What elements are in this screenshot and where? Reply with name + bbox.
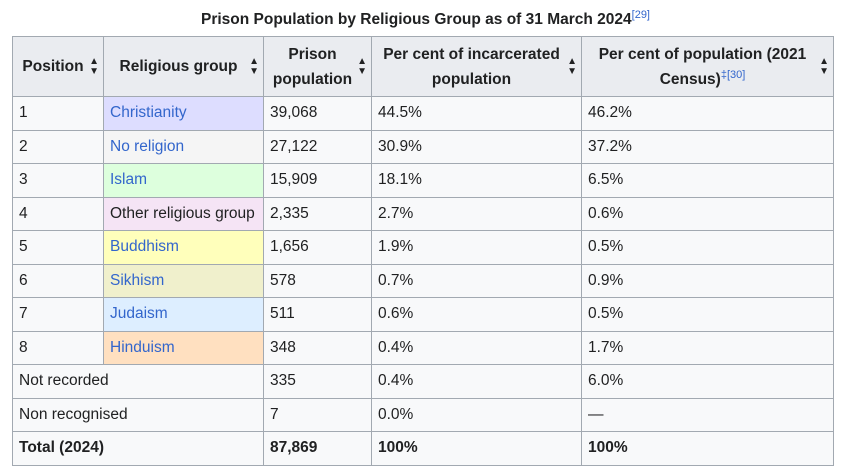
pct-census-cell: — <box>581 397 834 432</box>
position-cell: 4 <box>12 196 104 231</box>
religious-group-cell: Sikhism <box>103 263 264 298</box>
position-cell: 8 <box>12 330 104 365</box>
pct-incarcerated-cell: 0.6% <box>371 297 582 332</box>
religious-group-link[interactable]: Buddhism <box>110 238 179 256</box>
row-label-cell: Non recognised <box>12 397 264 432</box>
position-cell: 2 <box>12 129 104 164</box>
table-row: 8 Hinduism 348 0.4% 1.7% <box>12 330 834 365</box>
pct-incarcerated-cell: 44.5% <box>371 96 582 131</box>
pct-census-cell: 1.7% <box>581 330 834 365</box>
position-cell: 6 <box>12 263 104 298</box>
religious-group-link[interactable]: Islam <box>110 171 148 189</box>
pct-incarcerated-cell: 0.0% <box>371 397 582 432</box>
pct-census-cell: 0.9% <box>581 263 834 298</box>
religious-group-cell: Judaism <box>103 297 264 332</box>
total-pct-census-cell: 100% <box>581 431 834 466</box>
pct-census-cell: 0.5% <box>581 230 834 265</box>
prison-population-cell: 2,335 <box>263 196 372 231</box>
prison-population-cell: 39,068 <box>263 96 372 131</box>
table-row: 3 Islam 15,909 18.1% 6.5% <box>12 163 834 198</box>
religious-group-cell: Other religious group <box>103 196 264 231</box>
caption-text: Prison Population by Religious Group as … <box>200 11 632 28</box>
pct-incarcerated-cell: 1.9% <box>371 230 582 265</box>
prison-population-cell: 27,122 <box>263 129 372 164</box>
pct-census-cell: 37.2% <box>581 129 834 164</box>
caption-reference-link[interactable]: [29] <box>631 9 650 21</box>
table-row: 7 Judaism 511 0.6% 0.5% <box>12 297 834 332</box>
table-row: 5 Buddhism 1,656 1.9% 0.5% <box>12 230 834 265</box>
religious-group-link[interactable]: Hinduism <box>110 338 175 356</box>
header-pct-census-cell: Per cent of population (2021 Census)‡[30… <box>588 42 827 92</box>
religion-prison-table: Position ▲ ▼ Religious group ▲ ▼ Prison po… <box>12 36 834 466</box>
table-body: 1 Christianity 39,068 44.5% 46.2% 2 No religio… <box>12 96 834 466</box>
pct-census-cell: 6.0% <box>581 364 834 399</box>
pct-incarcerated-cell: 18.1% <box>371 163 582 198</box>
religious-group-link[interactable]: Judaism <box>110 305 168 323</box>
prison-population-cell: 335 <box>263 364 372 399</box>
prison-population-cell: 7 <box>263 397 372 432</box>
table-row: Not recorded 335 0.4% 6.0% <box>12 364 834 399</box>
prison-population-cell: 15,909 <box>263 163 372 198</box>
position-cell: 5 <box>12 230 104 265</box>
religious-group-cell: Christianity <box>103 96 264 131</box>
table-row: Non recognised 7 0.0% — <box>12 397 834 432</box>
pct-incarcerated-cell: 30.9% <box>371 129 582 164</box>
pct-census-cell: 0.6% <box>581 196 834 231</box>
sort-arrows-icon[interactable]: ▲ ▼ <box>89 55 99 77</box>
religious-group-cell: No religion <box>103 129 264 164</box>
pct-incarcerated-cell: 2.7% <box>371 196 582 231</box>
prison-population-cell: 348 <box>263 330 372 365</box>
header-position[interactable]: Position ▲ ▼ <box>12 36 104 97</box>
pct-incarcerated-cell: 0.7% <box>371 263 582 298</box>
header-pct-incarcerated-label: Per cent of incarcerated population <box>383 45 560 88</box>
position-cell: 3 <box>12 163 104 198</box>
header-prison-population-label: Prison population <box>272 45 353 88</box>
table-row: 6 Sikhism 578 0.7% 0.9% <box>12 263 834 298</box>
header-prison-population[interactable]: Prison population ▲ ▼ <box>263 36 372 97</box>
total-row: Total (2024) 87,869 100% 100% <box>12 431 834 466</box>
prison-population-cell: 578 <box>263 263 372 298</box>
pct-incarcerated-cell: 0.4% <box>371 330 582 365</box>
row-label-cell: Not recorded <box>12 364 264 399</box>
pct-incarcerated-cell: 0.4% <box>371 364 582 399</box>
religious-group-link[interactable]: Sikhism <box>110 271 165 289</box>
header-row: Position ▲ ▼ Religious group ▲ ▼ Prison po… <box>12 36 834 97</box>
table-row: 4 Other religious group 2,335 2.7% 0.6% <box>12 196 834 231</box>
religious-group-link[interactable]: Christianity <box>110 104 187 122</box>
header-position-label: Position <box>22 58 84 75</box>
total-population-cell: 87,869 <box>263 431 372 466</box>
table-caption: Prison Population by Religious Group as … <box>0 10 851 30</box>
pct-census-cell: 6.5% <box>581 163 834 198</box>
header-pct-incarcerated[interactable]: Per cent of incarcerated population ▲ ▼ <box>371 36 582 97</box>
pct-census-cell: 46.2% <box>581 96 834 131</box>
religious-group-cell: Islam <box>103 163 264 198</box>
prison-population-cell: 1,656 <box>263 230 372 265</box>
religious-group-link[interactable]: No religion <box>110 137 185 155</box>
sort-arrows-icon[interactable]: ▲ ▼ <box>357 55 367 77</box>
prison-population-cell: 511 <box>263 297 372 332</box>
pct-census-cell: 0.5% <box>581 297 834 332</box>
religious-group-cell: Buddhism <box>103 230 264 265</box>
total-label-cell: Total (2024) <box>12 431 264 466</box>
sort-arrows-icon[interactable]: ▲ ▼ <box>819 55 829 77</box>
census-reference-link[interactable]: ‡[30] <box>720 68 746 81</box>
religious-group-cell: Hinduism <box>103 330 264 365</box>
sort-arrows-icon[interactable]: ▲ ▼ <box>249 55 259 77</box>
total-pct-incarcerated-cell: 100% <box>371 431 582 466</box>
position-cell: 1 <box>12 96 104 131</box>
table-row: 1 Christianity 39,068 44.5% 46.2% <box>12 96 834 131</box>
header-religious-group[interactable]: Religious group ▲ ▼ <box>103 36 264 97</box>
religious-group-label: Other religious group <box>110 204 255 222</box>
table-row: 2 No religion 27,122 30.9% 37.2% <box>12 129 834 164</box>
position-cell: 7 <box>12 297 104 332</box>
header-pct-census[interactable]: Per cent of population (2021 Census)‡[30… <box>581 36 834 97</box>
sort-arrows-icon[interactable]: ▲ ▼ <box>567 55 577 77</box>
header-religious-group-label: Religious group <box>119 58 238 75</box>
header-pct-census-label: Per cent of population (2021 Census) <box>598 45 807 88</box>
